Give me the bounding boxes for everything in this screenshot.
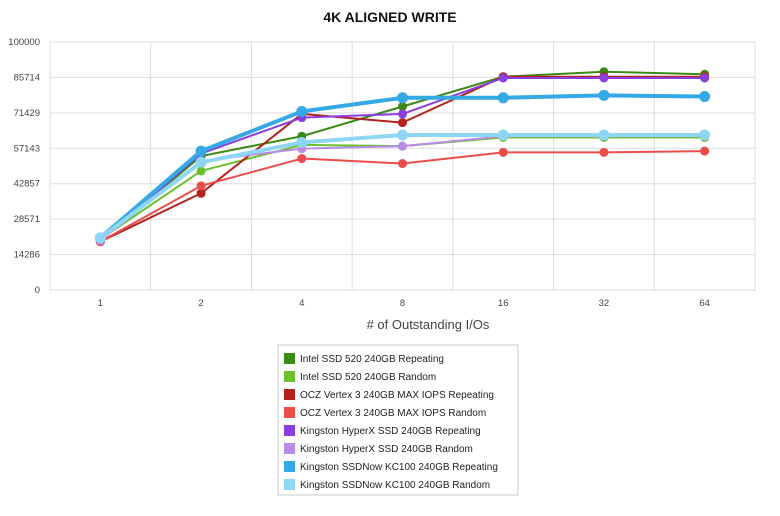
legend-item: Kingston SSDNow KC100 240GB Random xyxy=(284,479,490,491)
series-7 xyxy=(94,129,711,244)
legend-swatch xyxy=(284,353,295,364)
x-axis-ticks: 1 2 4 8 16 32 64 xyxy=(98,298,710,309)
data-point xyxy=(195,156,207,168)
legend-label: Kingston HyperX SSD 240GB Repeating xyxy=(300,426,481,437)
data-point xyxy=(196,181,206,191)
x-tick-label: 32 xyxy=(599,298,610,309)
legend-label: OCZ Vertex 3 240GB MAX IOPS Random xyxy=(300,408,486,419)
data-point xyxy=(296,136,308,148)
legend-item: Intel SSD 520 240GB Random xyxy=(284,371,436,383)
x-tick-label: 64 xyxy=(699,298,710,309)
legend-swatch xyxy=(284,479,295,490)
y-axis-ticks: 0 14286 28571 42857 57143 71429 85714 100000 xyxy=(8,37,40,296)
legend-swatch xyxy=(284,461,295,472)
legend-item: Kingston HyperX SSD 240GB Repeating xyxy=(284,425,481,437)
series-3 xyxy=(95,146,710,247)
legend-swatch xyxy=(284,425,295,436)
data-point xyxy=(598,129,610,141)
legend-box xyxy=(277,344,519,496)
data-point xyxy=(497,92,509,104)
data-point xyxy=(397,129,408,141)
data-point xyxy=(397,92,408,104)
y-tick-label: 28571 xyxy=(14,214,40,225)
data-point xyxy=(598,89,610,101)
y-tick-label: 57143 xyxy=(14,143,40,154)
legend-swatch xyxy=(284,443,295,454)
series-lines xyxy=(94,67,711,247)
legend-item: Intel SSD 520 240GB Repeating xyxy=(284,353,444,365)
data-point xyxy=(195,145,207,157)
data-point xyxy=(297,154,307,164)
legend-label: Kingston HyperX SSD 240GB Random xyxy=(300,444,473,455)
data-point xyxy=(599,73,609,83)
legend-label: OCZ Vertex 3 240GB MAX IOPS Repeating xyxy=(300,390,494,401)
legend-label: Kingston SSDNow KC100 240GB Repeating xyxy=(300,462,498,473)
data-point xyxy=(398,101,407,111)
data-point xyxy=(398,118,407,128)
legend-label: Intel SSD 520 240GB Repeating xyxy=(300,354,444,365)
x-tick-label: 2 xyxy=(198,298,203,309)
y-tick-label: 42857 xyxy=(14,179,40,190)
y-tick-label: 100000 xyxy=(8,37,40,48)
x-tick-label: 1 xyxy=(98,298,103,309)
data-point xyxy=(497,129,509,141)
data-point xyxy=(296,105,308,117)
data-point xyxy=(700,73,710,83)
x-tick-label: 16 xyxy=(498,298,509,309)
y-tick-label: 85714 xyxy=(14,72,40,83)
legend-label: Kingston SSDNow KC100 240GB Random xyxy=(300,480,490,491)
data-point xyxy=(196,188,206,198)
y-tick-label: 0 xyxy=(35,285,40,296)
data-point xyxy=(699,129,711,141)
chart-title: 4K ALIGNED WRITE xyxy=(323,9,456,25)
x-tick-label: 4 xyxy=(299,298,304,309)
data-point xyxy=(599,147,609,157)
data-point xyxy=(196,166,206,176)
data-point xyxy=(498,73,508,83)
data-point xyxy=(699,91,711,103)
legend-item: Kingston HyperX SSD 240GB Random xyxy=(284,443,473,455)
x-axis-label: # of Outstanding I/Os xyxy=(367,317,490,332)
data-point xyxy=(498,147,508,157)
legend: Intel SSD 520 240GB Repeating Intel SSD 5… xyxy=(277,344,519,496)
y-tick-label: 71429 xyxy=(14,108,40,119)
data-point xyxy=(398,109,407,119)
x-tick-label: 8 xyxy=(400,298,405,309)
data-point xyxy=(700,146,710,156)
data-point xyxy=(398,159,407,169)
legend-swatch xyxy=(284,407,295,418)
legend-item: Kingston SSDNow KC100 240GB Repeating xyxy=(284,461,498,473)
legend-item: OCZ Vertex 3 240GB MAX IOPS Random xyxy=(284,407,486,419)
legend-swatch xyxy=(284,371,295,382)
legend-swatch xyxy=(284,389,295,400)
data-point xyxy=(94,232,106,244)
legend-item: OCZ Vertex 3 240GB MAX IOPS Repeating xyxy=(284,389,494,401)
y-tick-label: 14286 xyxy=(14,250,40,261)
legend-label: Intel SSD 520 240GB Random xyxy=(300,372,436,383)
data-point xyxy=(398,141,407,151)
